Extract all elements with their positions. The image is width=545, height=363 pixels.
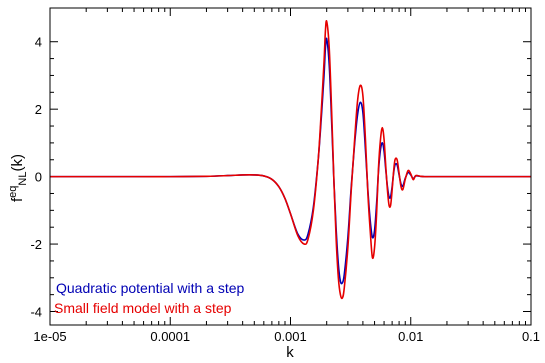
y-axis-title: feqNL(k) (7, 154, 29, 202)
y-axis-title-base: f (9, 197, 26, 202)
legend-entry-small-field: Small field model with a step (54, 300, 232, 316)
legend-entry-quadratic: Quadratic potential with a step (56, 280, 245, 296)
y-tick-label-4: 4 (35, 35, 42, 50)
x-tick-group: 1e-05 0.0001 0.001 0.01 0.1 (33, 8, 540, 344)
y-tick-label-1: -2 (30, 237, 42, 252)
y-axis-title-sup: eq (7, 186, 19, 198)
series-line-1 (50, 20, 531, 300)
x-tick-label-1: 0.0001 (150, 329, 190, 344)
x-tick-label-3: 0.01 (398, 329, 423, 344)
series-group (50, 20, 531, 300)
y-axis-title-sub: NL (17, 172, 29, 186)
x-tick-label-0: 1e-05 (33, 329, 66, 344)
y-tick-label-2: 0 (35, 170, 42, 185)
y-tick-label-3: 2 (35, 102, 42, 117)
x-tick-label-2: 0.001 (274, 329, 307, 344)
y-tick-label-0: -4 (30, 305, 42, 320)
plot-frame (49, 7, 532, 326)
x-tick-label-4: 0.1 (522, 329, 540, 344)
x-axis-title: k (286, 344, 294, 361)
legend: Quadratic potential with a step Small fi… (54, 280, 245, 316)
series-line-0 (50, 37, 531, 285)
y-axis-title-arg: (k) (9, 154, 26, 172)
